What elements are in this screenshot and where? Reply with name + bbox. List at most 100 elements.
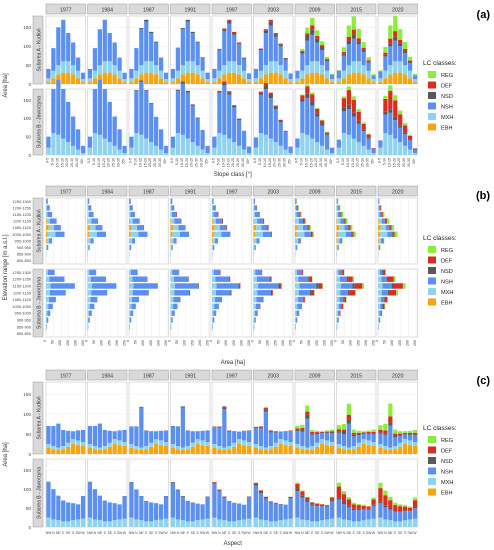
bar-nsd bbox=[262, 296, 264, 303]
bar-nsd bbox=[263, 497, 268, 499]
bar-mxh bbox=[254, 238, 257, 244]
bar-nsd bbox=[185, 90, 190, 93]
bar-mxh bbox=[263, 447, 268, 450]
bar-nsh bbox=[258, 283, 279, 289]
x-tick-label: 50 bbox=[258, 340, 262, 344]
bar-mxh bbox=[310, 61, 315, 73]
bar-mxh bbox=[122, 153, 127, 155]
bar-mxh bbox=[200, 70, 205, 79]
bar-nsh bbox=[227, 94, 232, 139]
bar-nsd bbox=[388, 109, 393, 113]
bar-mxh bbox=[212, 283, 217, 289]
bar-nsh bbox=[97, 79, 102, 135]
bar-mxh bbox=[278, 439, 283, 444]
bar-nsh bbox=[283, 431, 288, 441]
bar-nsd bbox=[388, 508, 393, 510]
bar-nsh bbox=[217, 491, 222, 520]
bar-reg bbox=[412, 430, 418, 433]
bar-nsh bbox=[139, 407, 144, 448]
bar-mxh bbox=[300, 519, 305, 527]
bar-mxh bbox=[336, 296, 340, 303]
bar-nsh bbox=[371, 148, 376, 154]
legend-label: MXH bbox=[441, 480, 453, 486]
bar-nsd bbox=[305, 93, 310, 99]
bar-reg bbox=[378, 482, 383, 489]
x-tick-label: 35+ bbox=[122, 158, 126, 164]
bar-reg bbox=[383, 490, 388, 496]
bar-nsd bbox=[227, 20, 232, 24]
year-strip bbox=[87, 3, 128, 15]
bar-nsd bbox=[268, 431, 273, 433]
facet bbox=[336, 15, 377, 85]
bar-reg bbox=[391, 225, 394, 231]
bar-nsd bbox=[217, 490, 222, 492]
bar-mxh bbox=[87, 296, 91, 303]
bar-nsd bbox=[180, 406, 185, 408]
y-axis-label: Elevation range [m a.s.l.] bbox=[3, 234, 9, 300]
bar-nsh bbox=[91, 290, 108, 296]
bar-mxh bbox=[315, 442, 320, 447]
x-tick-label: 50 bbox=[383, 340, 387, 344]
bar-nsh bbox=[324, 433, 330, 441]
legend-swatch-ebh bbox=[428, 488, 436, 496]
bar-reg bbox=[394, 231, 398, 237]
bar-mxh bbox=[283, 519, 288, 527]
bar-nsh bbox=[97, 495, 102, 521]
bar-nsd bbox=[356, 434, 361, 436]
bar-mxh bbox=[379, 231, 388, 237]
bar-mxh bbox=[56, 65, 61, 75]
bar-nsd bbox=[258, 427, 264, 429]
bar-nsd bbox=[393, 436, 398, 438]
bar-mxh bbox=[393, 61, 398, 73]
bar-nsd bbox=[217, 49, 222, 50]
bar-mxh bbox=[170, 310, 173, 316]
bar-ebh bbox=[154, 74, 159, 84]
x-tick-label: S bbox=[238, 531, 241, 535]
bar-mxh bbox=[227, 446, 232, 450]
bar-mxh bbox=[283, 149, 288, 155]
bar-mxh bbox=[71, 439, 76, 444]
bar-nsh bbox=[341, 283, 353, 289]
bar-mxh bbox=[129, 303, 132, 310]
bar-nsh bbox=[320, 506, 325, 521]
x-tick-label: W bbox=[289, 531, 293, 535]
bar-mxh bbox=[51, 446, 56, 450]
bar-ebh bbox=[163, 446, 169, 454]
bar-mxh bbox=[412, 153, 418, 155]
bar-nsd bbox=[348, 225, 350, 231]
bar-mxh bbox=[403, 439, 408, 444]
bar-nsd bbox=[403, 510, 408, 512]
bar-mxh bbox=[80, 153, 86, 155]
bar-mxh bbox=[253, 517, 259, 527]
bar-ebh bbox=[378, 82, 383, 84]
x-tick-label: 100 bbox=[307, 340, 311, 346]
bar-def bbox=[278, 119, 283, 121]
bar-nsh bbox=[88, 205, 92, 211]
bar-mxh bbox=[134, 70, 139, 79]
bar-ebh bbox=[388, 450, 393, 454]
subarea-strip bbox=[32, 268, 44, 338]
bar-nsd bbox=[371, 433, 376, 435]
bar-mxh bbox=[295, 276, 299, 282]
bar-nsh bbox=[283, 131, 288, 150]
bar-mxh bbox=[190, 442, 195, 447]
bar-reg bbox=[366, 57, 371, 61]
bar-nsd bbox=[351, 434, 356, 437]
bar-nsh bbox=[107, 33, 112, 62]
bar-ebh bbox=[407, 445, 413, 454]
bar-nsh bbox=[398, 511, 403, 522]
x-tick-label: 0 bbox=[126, 340, 130, 342]
bar-reg bbox=[315, 107, 320, 109]
bar-nsd bbox=[232, 105, 237, 108]
facet bbox=[170, 458, 211, 528]
bar-nsh bbox=[107, 430, 112, 443]
bar-nsd bbox=[341, 269, 343, 276]
y-tick-label: 1000-1050 bbox=[12, 304, 31, 309]
bar-def bbox=[324, 431, 330, 433]
bar-nsh bbox=[341, 504, 347, 520]
x-tick-label: 0 bbox=[43, 340, 47, 342]
bar-nsh bbox=[215, 238, 218, 244]
x-tick-label: 30-35 bbox=[75, 158, 79, 167]
bar-mxh bbox=[205, 442, 210, 446]
bar-nsh bbox=[55, 231, 65, 237]
